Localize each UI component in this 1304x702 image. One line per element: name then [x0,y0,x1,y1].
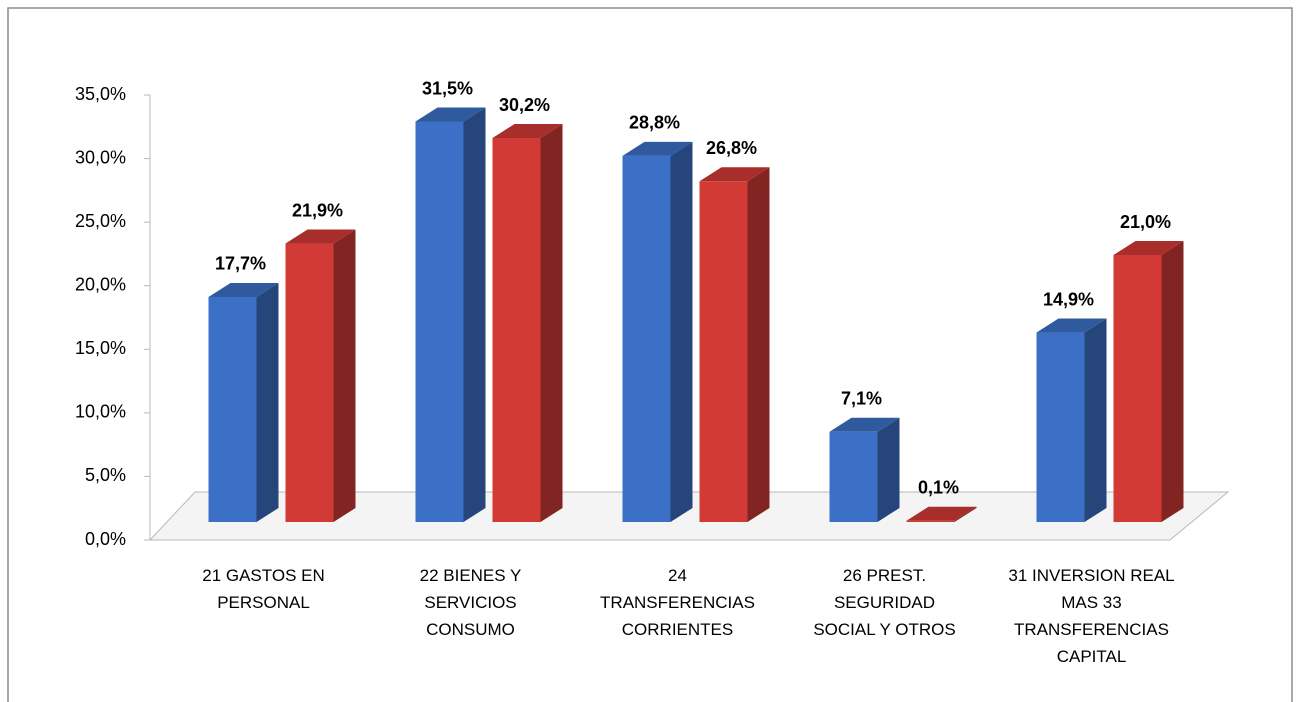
bar-top [1036,318,1107,333]
bar-side [954,506,977,522]
bar [208,282,279,522]
y-tick-label: 15,0% [75,338,126,358]
bar [1113,241,1184,522]
chart-frame [7,7,1293,702]
value-label: 21,9% [292,200,343,220]
x-tick-label: 22 BIENES Y SERVICIOS CONSUMO [419,566,522,639]
bar [699,167,770,522]
y-tick-label: 10,0% [75,402,126,422]
y-tick-label: 30,0% [75,147,126,167]
bar-top [415,107,486,122]
bar-front [1113,255,1162,522]
bar-front [285,243,334,523]
bar-top [906,506,977,521]
value-label: 17,7% [215,254,266,274]
value-label: 14,9% [1043,289,1094,309]
x-tick-label: 21 GASTOS EN PERSONAL [202,566,325,612]
value-label: 7,1% [841,388,882,408]
bar-side [877,417,900,522]
bar-front [622,155,671,523]
bar [415,107,486,522]
bar-top [829,417,900,432]
bar-front [415,121,464,522]
bar-front [208,296,257,522]
bar [829,417,900,522]
value-label: 28,8% [629,113,680,133]
bar-front [829,431,878,522]
y-tick-label: 5,0% [85,465,126,485]
bar [285,229,356,523]
bar [492,124,563,523]
bar-top [285,229,356,244]
bar-front [699,181,748,522]
bar-front [906,520,955,522]
value-label: 21,0% [1120,212,1171,232]
bar-side [463,107,486,522]
x-tick-label: 24 TRANSFERENCIAS CORRIENTES [600,566,755,639]
bar-side [333,229,356,523]
bar-top [1113,241,1184,255]
y-tick-label: 25,0% [75,211,126,231]
bar-top [492,124,563,139]
bar-side [1161,241,1184,522]
bar-side [540,124,563,523]
bar [622,141,693,523]
bar-side [1084,318,1107,522]
value-label: 31,5% [422,78,473,98]
bar-top [622,141,693,156]
y-tick-label: 20,0% [75,274,126,294]
bar-top [208,282,279,297]
bar-top [699,167,770,182]
x-tick-label: 26 PREST. SEGURIDAD SOCIAL Y OTROS [813,566,956,639]
bar-front [492,138,541,522]
value-label: 26,8% [706,138,757,158]
y-tick-label: 0,0% [85,529,126,549]
value-label: 0,1% [918,477,959,497]
y-tick-label: 35,0% [75,84,126,104]
bar [1036,318,1107,522]
x-tick-label: 31 INVERSION REAL MAS 33 TRANSFERENCIAS … [1008,566,1175,666]
bar-side [256,282,279,522]
value-label: 30,2% [499,95,550,115]
bar-side [670,141,693,523]
bar-front [1036,332,1085,522]
bar [906,506,977,522]
bar-side [747,167,770,522]
